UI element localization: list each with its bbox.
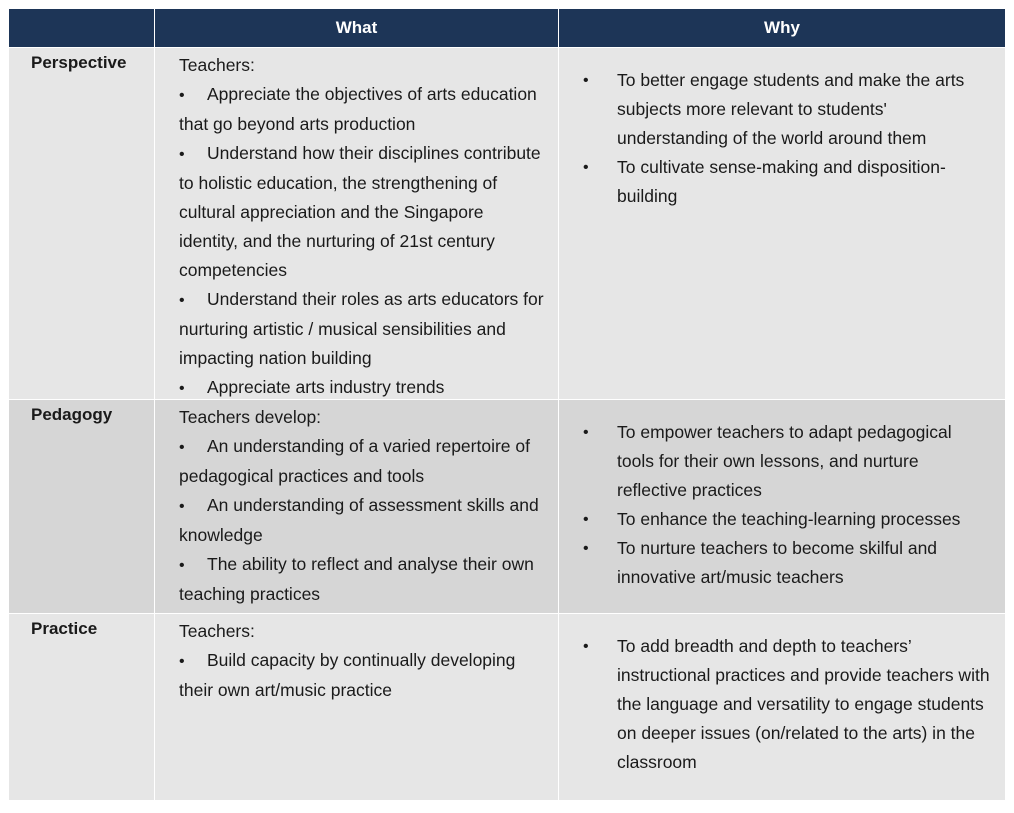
bullet-icon [179, 373, 207, 403]
header-empty-cell [9, 9, 154, 47]
why-item: To empower teachers to adapt pedagogical… [583, 418, 991, 505]
why-cell: To better engage students and make the a… [559, 48, 1005, 399]
row-label: Practice [31, 619, 98, 638]
what-item: An understanding of assessment skills an… [179, 491, 544, 550]
bullet-icon [179, 285, 207, 315]
what-intro: Teachers develop: [179, 407, 322, 427]
what-cell: Teachers: Appreciate the objectives of a… [155, 48, 558, 399]
row-label-cell: Perspective [9, 48, 154, 399]
what-item: Appreciate the objectives of arts educat… [179, 80, 544, 139]
bullet-icon [179, 80, 207, 110]
what-item: Understand how their disciplines contrib… [179, 139, 544, 285]
why-cell: To empower teachers to adapt pedagogical… [559, 400, 1005, 613]
why-list: To add breadth and depth to teachers’ in… [583, 632, 991, 777]
bullet-icon [179, 491, 207, 521]
why-list: To empower teachers to adapt pedagogical… [583, 418, 991, 592]
what-cell: Teachers develop: An understanding of a … [155, 400, 558, 613]
bullet-icon [179, 139, 207, 169]
what-item: The ability to reflect and analyse their… [179, 550, 544, 609]
why-item: To better engage students and make the a… [583, 66, 991, 153]
row-label-cell: Pedagogy [9, 400, 154, 613]
why-cell: To add breadth and depth to teachers’ in… [559, 614, 1005, 800]
what-item: An understanding of a varied repertoire … [179, 432, 544, 491]
row-label: Perspective [31, 53, 127, 72]
why-item: To enhance the teaching-learning process… [583, 505, 991, 534]
what-intro: Teachers: [179, 621, 255, 641]
why-list: To better engage students and make the a… [583, 66, 991, 211]
why-item: To nurture teachers to become skilful an… [583, 534, 991, 592]
bullet-icon [179, 432, 207, 462]
what-item: Understand their roles as arts educators… [179, 285, 544, 373]
header-why: Why [559, 9, 1005, 47]
what-item: Build capacity by continually developing… [179, 646, 544, 705]
row-label-cell: Practice [9, 614, 154, 800]
what-intro: Teachers: [179, 55, 255, 75]
what-cell: Teachers: Build capacity by continually … [155, 614, 558, 800]
what-item: Appreciate arts industry trends [179, 373, 544, 403]
bullet-icon [179, 550, 207, 580]
row-label: Pedagogy [31, 405, 113, 424]
bullet-icon [179, 646, 207, 676]
header-what: What [155, 9, 558, 47]
why-item: To add breadth and depth to teachers’ in… [583, 632, 991, 777]
why-item: To cultivate sense-making and dispositio… [583, 153, 991, 211]
